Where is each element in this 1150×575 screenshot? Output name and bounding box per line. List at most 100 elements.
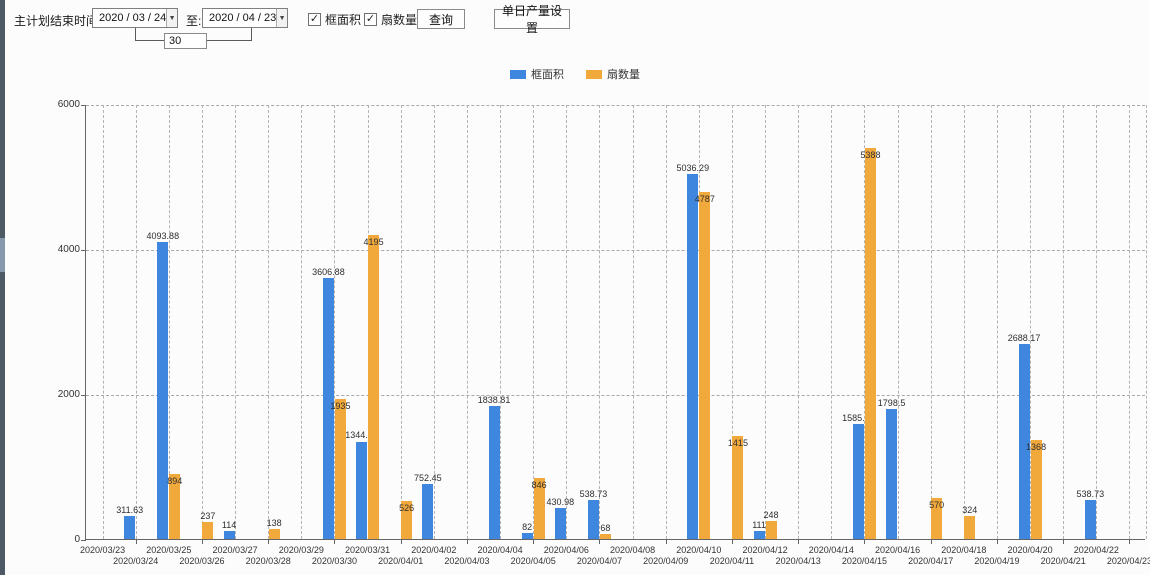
- bar-chart-plot-area: 0 2000 4000 6000 2020/03/23 2020/03/24 2020/03…: [58, 99, 1150, 566]
- x-axis-label: 2020/03/27: [212, 545, 258, 555]
- x-axis-tick: [996, 539, 998, 544]
- x-axis-tick: [930, 539, 932, 544]
- x-axis-label: 2020/03/25: [146, 545, 192, 555]
- bar-fan-count: [334, 398, 346, 539]
- gridline-vertical: [897, 105, 899, 539]
- date-from-value[interactable]: 2020 / 03 / 24: [99, 12, 167, 24]
- bar-frame-area: [124, 516, 136, 539]
- query-button[interactable]: 查询: [417, 9, 465, 29]
- bar-frame-area: [488, 405, 500, 539]
- bar-fan-count: [202, 521, 214, 539]
- bar-value-label: 570: [929, 499, 945, 510]
- bar-value-label: 2688.17: [1007, 333, 1041, 344]
- bar-frame-area: [422, 484, 434, 539]
- x-axis-tick: [864, 539, 866, 544]
- bar-fan-count: [864, 148, 876, 539]
- x-axis-tick: [731, 539, 733, 544]
- x-axis-tick: [135, 539, 137, 544]
- chevron-down-icon[interactable]: ▼: [166, 9, 177, 27]
- date-to-picker[interactable]: 2020 / 04 / 23 ▼: [202, 8, 288, 28]
- gridline-vertical: [1030, 105, 1032, 539]
- bar-value-label: 248: [763, 510, 779, 521]
- bar-value-label: 324: [962, 504, 978, 515]
- date-from-picker[interactable]: 2020 / 03 / 24 ▼: [92, 8, 178, 28]
- gridline-vertical: [996, 105, 998, 539]
- bar-value-label: 5388: [860, 150, 881, 161]
- bar-fan-count: [368, 234, 380, 539]
- legend-item[interactable]: 扇数量: [586, 66, 640, 82]
- bar-fan-count: [765, 521, 777, 539]
- bar-value-label: 846: [531, 479, 547, 490]
- x-axis-label: 2020/04/22: [1073, 545, 1119, 555]
- bar-frame-area: [1018, 344, 1030, 539]
- to-label: 至:: [186, 14, 202, 28]
- days-interval-input[interactable]: 30: [164, 33, 207, 49]
- window-left-edge-notch: [0, 238, 5, 272]
- x-axis-label: 2020/04/08: [610, 545, 656, 555]
- gridline-horizontal: [86, 395, 1145, 396]
- bar-fan-count: [599, 534, 611, 539]
- x-axis-tick: [533, 539, 535, 544]
- bar-value-label: 1798.5: [877, 397, 906, 408]
- bar-fan-count: [1030, 439, 1042, 539]
- bar-frame-area: [157, 242, 169, 539]
- bar-value-label: 1935: [330, 400, 351, 411]
- bar-value-label: 752.45: [414, 473, 442, 484]
- checkbox-frame-area[interactable]: ✓ 框面积: [308, 11, 361, 28]
- bar-fan-count: [931, 497, 943, 539]
- gridline-vertical: [201, 105, 203, 539]
- bar-value-label: 526: [399, 502, 415, 513]
- bar-value-label: 1344.95: [345, 430, 378, 441]
- checkbox-icon[interactable]: ✓: [364, 13, 377, 26]
- gridline-vertical: [268, 105, 270, 539]
- bar-fan-count: [732, 436, 744, 539]
- x-axis-tick: [665, 539, 667, 544]
- bar-value-label: 1415: [727, 438, 748, 449]
- gridline-vertical: [665, 105, 667, 539]
- x-axis-label: 2020/04/11: [709, 556, 755, 566]
- bar-fan-count: [964, 515, 976, 539]
- x-axis-label: 2020/04/05: [510, 556, 556, 566]
- gridline-vertical: [301, 105, 303, 539]
- bar-frame-area: [886, 408, 898, 539]
- gridline-horizontal: [86, 105, 1145, 106]
- checkbox-icon[interactable]: ✓: [308, 13, 321, 26]
- bar-value-label: 538.73: [579, 488, 608, 499]
- checkbox-frame-area-label: 框面积: [325, 13, 362, 27]
- x-axis-label: 2020/04/20: [1007, 545, 1053, 555]
- chart-legend: 框面积 扇数量: [0, 66, 1150, 82]
- bar-value-label: 114: [221, 519, 237, 530]
- bar-value-label: 237: [200, 510, 216, 521]
- y-axis-tick-label: 4000: [57, 244, 80, 255]
- bar-value-label: 1368: [1026, 441, 1047, 452]
- bar-frame-area: [852, 424, 864, 539]
- bar-frame-area: [587, 499, 599, 539]
- gridline-vertical: [798, 105, 800, 539]
- gridline-vertical: [632, 105, 634, 539]
- bar-value-label: 138: [266, 517, 282, 528]
- bar-value-label: 430.98: [546, 496, 575, 507]
- x-axis-label: 2020/03/23: [80, 545, 126, 555]
- gridline-vertical: [831, 105, 833, 539]
- x-axis-label: 2020/04/21: [1040, 556, 1086, 566]
- y-axis-tick-label: 0: [74, 534, 80, 545]
- x-axis-label: 2020/04/04: [477, 545, 523, 555]
- gridline-vertical: [1096, 105, 1098, 539]
- x-axis-label: 2020/04/13: [775, 556, 821, 566]
- daily-output-settings-button[interactable]: 单日产量设置: [494, 4, 570, 35]
- bar-fan-count: [401, 500, 413, 539]
- bar-value-label: 1838.81: [477, 394, 511, 405]
- checkbox-fan-count[interactable]: ✓ 扇数量: [364, 11, 417, 28]
- x-axis-label: 2020/04/09: [643, 556, 689, 566]
- gridline-vertical: [168, 105, 170, 539]
- chevron-down-icon[interactable]: ▼: [276, 9, 287, 27]
- bar-frame-area: [687, 173, 699, 539]
- x-axis-label: 2020/04/19: [974, 556, 1020, 566]
- date-to-value[interactable]: 2020 / 04 / 23: [209, 12, 277, 24]
- legend-label: 框面积: [531, 69, 564, 81]
- bar-value-label: 1585.96: [842, 413, 875, 424]
- legend-swatch-icon: [586, 69, 602, 79]
- bracket-line: [251, 28, 252, 41]
- legend-item[interactable]: 框面积: [510, 66, 564, 82]
- x-axis-label: 2020/04/03: [444, 556, 490, 566]
